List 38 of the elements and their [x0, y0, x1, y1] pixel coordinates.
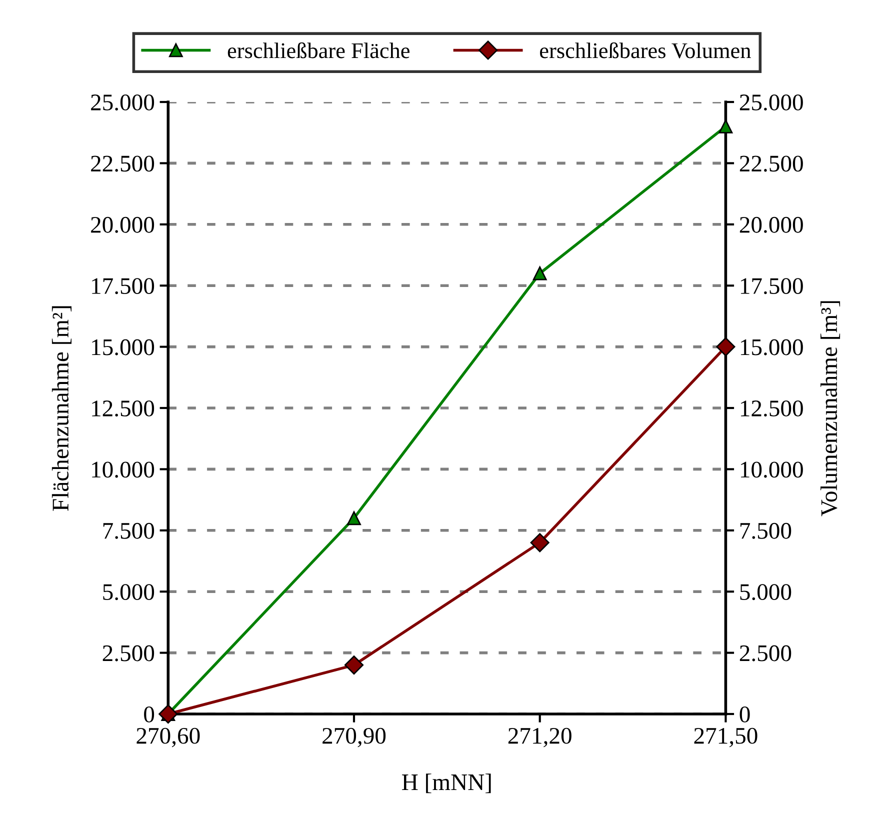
point [718, 120, 733, 134]
y2-tick-label: 15.000 [740, 339, 803, 356]
y-tick-label: 12.500 [92, 400, 154, 417]
y2-tick-label: 10.000 [740, 462, 803, 478]
y2-tick-label: 25.000 [740, 94, 803, 111]
y-tick-label: 22.500 [91, 156, 154, 172]
point [158, 704, 178, 724]
y-tick-label: 0 [144, 706, 154, 722]
x-axis-title: H [mNN] [402, 774, 491, 794]
y2-tick-label: 2.500 [740, 645, 792, 662]
y2-axis-title: Volumenzunahme [m³] [820, 301, 840, 516]
x-tick-label: 270,60 [136, 728, 200, 748]
x-tick-label: 271,20 [508, 728, 572, 748]
y-tick-label: 5.000 [103, 584, 154, 600]
y2-tick-label: 20.000 [740, 216, 803, 233]
legend-label: erschließbare Fläche [228, 42, 410, 58]
y2-tick-label: 12.500 [740, 400, 803, 417]
point [530, 533, 550, 552]
point [344, 656, 364, 675]
y2-tick-label: 0 [740, 706, 750, 722]
point [532, 266, 547, 280]
y-tick-label: 15.000 [92, 339, 154, 356]
x-tick-label: 270,90 [322, 728, 386, 748]
y-tick-label: 2.500 [102, 645, 154, 662]
y-axis-title: Flächenzunahme [m²] [52, 306, 72, 511]
y2-tick-label: 22.500 [740, 156, 803, 172]
y-tick-label: 25.000 [91, 94, 154, 111]
point [716, 337, 736, 356]
y-tick-label: 17.500 [92, 278, 154, 294]
legend-label: erschließbares Volumen [540, 42, 751, 58]
point [347, 511, 361, 526]
y-tick-label: 20.000 [91, 216, 154, 233]
x-tick-label: 271,50 [694, 728, 758, 748]
y-tick-label: 7.500 [103, 522, 154, 539]
y2-tick-label: 5.000 [740, 584, 792, 600]
y2-tick-label: 17.500 [740, 278, 803, 294]
y-tick-label: 10.000 [92, 462, 154, 478]
y2-tick-label: 7.500 [740, 522, 792, 539]
